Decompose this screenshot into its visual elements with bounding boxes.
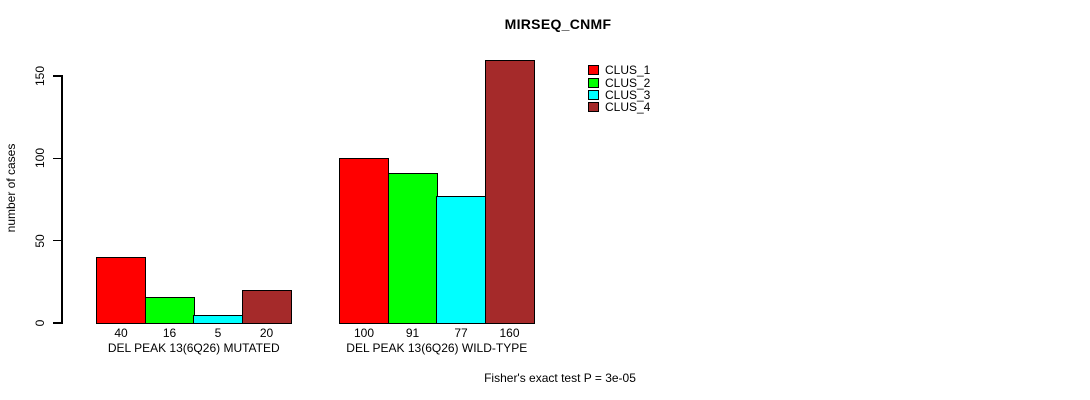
bar-clus_3-group1 — [193, 314, 243, 325]
legend-swatch — [588, 65, 599, 76]
bar-value-label: 40 — [114, 326, 128, 340]
bar-value-label: 16 — [162, 326, 177, 340]
group-label: DEL PEAK 13(6Q26) WILD-TYPE — [346, 341, 528, 355]
legend-swatch — [588, 89, 599, 100]
legend-label: CLUS_1 — [605, 63, 651, 78]
y-axis-tick-label: 150 — [33, 66, 47, 87]
y-axis-tick — [53, 75, 62, 77]
group-label: DEL PEAK 13(6Q26) MUTATED — [107, 341, 280, 355]
bar-value-label: 77 — [454, 326, 468, 340]
y-axis-tick-label: 100 — [33, 148, 47, 169]
chart-title: MIRSEQ_CNMF — [504, 16, 612, 32]
bar-value-label: 91 — [405, 326, 420, 340]
legend: CLUS_1 CLUS_2 CLUS_3 CLUS_4 — [588, 64, 650, 114]
bar-clus_1-group2 — [339, 158, 389, 325]
legend-swatch — [588, 77, 599, 88]
bar-clus_3-group2 — [436, 196, 486, 325]
y-axis-tick — [53, 157, 62, 160]
bar-value-label: 20 — [259, 326, 274, 340]
bar-clus_2-group1 — [144, 296, 195, 325]
legend-swatch — [588, 102, 599, 113]
legend-item: CLUS_4 — [588, 101, 650, 113]
bar-value-label: 5 — [214, 326, 222, 340]
legend-label: CLUS_2 — [605, 75, 651, 90]
y-axis-tick — [53, 322, 62, 324]
bar-value-label: 160 — [499, 326, 520, 340]
legend-label: CLUS_3 — [605, 87, 651, 102]
bar-clus_2-group2 — [387, 173, 438, 325]
legend-item: CLUS_1 — [588, 64, 650, 76]
y-axis-tick — [53, 239, 62, 242]
bar-value-label: 100 — [353, 326, 375, 340]
legend-item: CLUS_3 — [588, 89, 650, 101]
y-axis-line — [61, 75, 63, 324]
y-axis-tick-label: 50 — [33, 234, 47, 248]
legend-label: CLUS_4 — [605, 100, 651, 115]
bar-clus_4-group2 — [484, 59, 535, 325]
legend-item: CLUS_2 — [588, 75, 651, 90]
y-axis-label: number of cases — [4, 143, 18, 233]
statistical-test-footnote: Fisher's exact test P = 3e-05 — [484, 371, 636, 385]
bar-clus_4-group1 — [241, 290, 292, 325]
bar-clus_1-group1 — [96, 257, 146, 325]
y-axis-tick-label: 0 — [33, 319, 47, 327]
